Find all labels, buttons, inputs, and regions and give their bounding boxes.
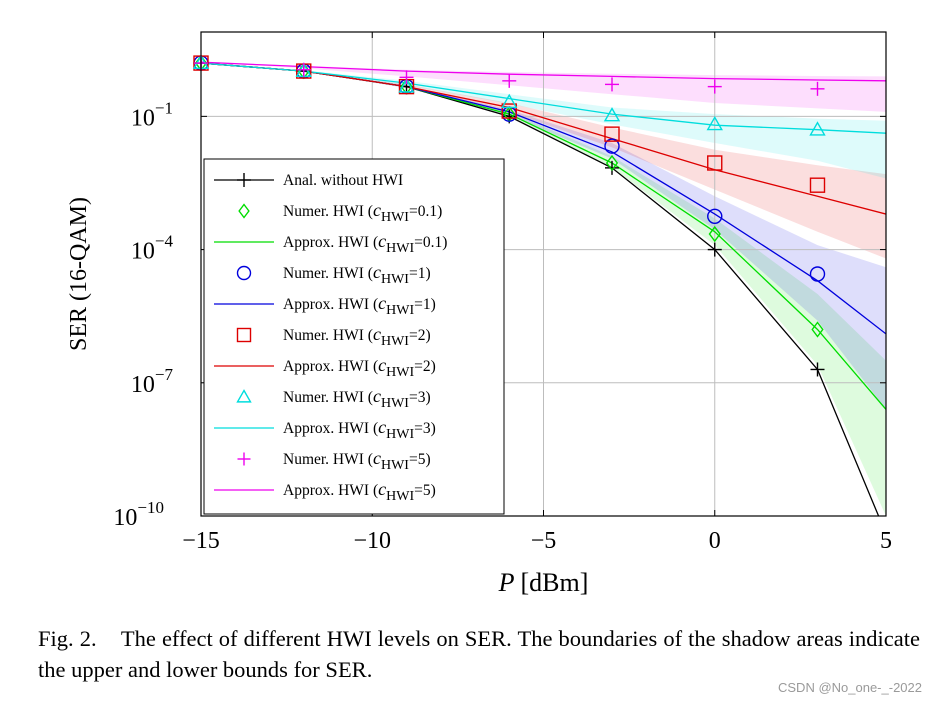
marker-plus [237,452,251,466]
legend-label: Numer. HWI (cHWI=3) [283,386,431,411]
caption-text: The effect of different HWI levels on SE… [38,626,921,682]
marker-triangle [501,93,518,109]
marker-plus [399,70,414,85]
x-axis-label: P [dBm] [498,568,589,597]
x-tick-label: 5 [880,528,892,554]
marker-circle [604,138,620,154]
marker-circle [707,208,723,224]
legend-box [203,158,505,515]
marker-square [501,103,517,119]
series-lines [201,61,886,516]
marker-square [707,155,723,171]
legend-label: Numer. HWI (cHWI=0.1) [283,200,442,225]
series-line [201,62,886,134]
marker-diamond [708,225,721,243]
legend-label: Numer. HWI (cHWI=1) [283,262,431,287]
caption-label: Fig. 2. [38,626,97,651]
y-tick-label: 10−4 [131,232,174,265]
marker-triangle [603,107,621,122]
marker-triangle [809,121,826,136]
marker-plus [810,362,825,377]
marker-plus [502,73,517,88]
shadow-band [201,63,886,259]
y-tick-label: 10−1 [131,98,173,131]
marker-plus [605,160,619,175]
marker-plus [810,81,825,96]
marker-circle [809,266,826,282]
marker-triangle [236,389,252,403]
marker-circle [236,265,252,281]
axis-ticks: −15 −10 −5 0 5 10−1 10−4 10−7 10−10 [113,32,892,554]
x-tick-label: 0 [709,528,721,554]
x-tick-label: −5 [531,528,557,554]
legend-label: Approx. HWI (cHWI=3) [283,417,436,442]
series-line [201,61,886,82]
marker-diamond [811,321,824,338]
marker-square [604,126,620,142]
legend-label: Anal. without HWI [283,172,403,189]
legend: Anal. without HWI Numer. HWI (cHWI=0.1) Ap… [203,158,505,515]
marker-square [809,177,826,193]
legend-label: Numer. HWI (cHWI=5) [283,448,431,473]
watermark: CSDN @No_one-_-2022 [778,680,922,695]
y-tick-label: 10−7 [131,365,174,398]
shadow-band [201,63,886,179]
ser-chart: −15 −10 −5 0 5 10−1 10−4 10−7 10−10 Anal. withou… [66,31,892,597]
y-tick-label: 10−10 [113,498,164,531]
x-tick-label: −15 [182,528,220,554]
marker-plus [707,79,722,94]
marker-square [236,327,252,343]
x-tick-label: −10 [353,528,391,554]
marker-plus [296,62,311,77]
legend-label: Approx. HWI (cHWI=5) [283,479,436,504]
legend-label: Numer. HWI (cHWI=2) [283,324,431,349]
legend-label: Approx. HWI (cHWI=0.1) [283,231,447,256]
y-axis-label: SER (16-QAM) [66,197,92,351]
marker-diamond [238,203,250,219]
marker-diamond [605,154,619,172]
figure-caption: Fig. 2. The effect of different HWI leve… [38,623,920,685]
marker-plus [707,242,722,257]
marker-plus [605,77,619,92]
marker-triangle [398,78,415,93]
marker-plus [237,173,251,187]
marker-triangle [706,115,723,131]
legend-label: Approx. HWI (cHWI=2) [283,355,436,380]
legend-label: Approx. HWI (cHWI=1) [283,293,436,318]
